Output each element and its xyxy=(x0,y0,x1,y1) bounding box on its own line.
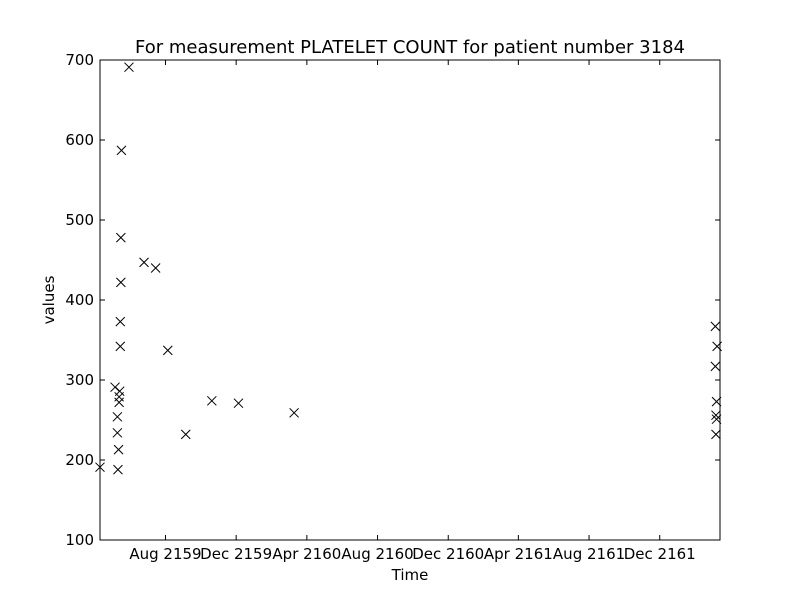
x-tick-label: Dec 2159 xyxy=(200,545,272,563)
data-point-marker xyxy=(113,464,123,475)
data-point-marker xyxy=(115,341,126,352)
data-point-marker xyxy=(289,407,299,418)
y-tick-label: 600 xyxy=(65,131,94,149)
plot-area-frame xyxy=(99,59,721,541)
data-point-marker xyxy=(112,411,123,422)
data-point-marker xyxy=(112,427,123,438)
data-point-marker xyxy=(711,410,721,421)
data-point-marker xyxy=(710,321,721,332)
data-point-marker xyxy=(116,145,127,156)
y-tick-label: 200 xyxy=(65,451,94,469)
data-point-marker xyxy=(116,277,126,288)
y-tick-label: 700 xyxy=(65,51,94,69)
data-point-marker xyxy=(180,429,191,440)
data-point-marker xyxy=(113,444,124,455)
x-tick-label: Aug 2160 xyxy=(341,545,413,563)
y-tick-label: 300 xyxy=(65,371,94,389)
x-tick-label: Apr 2160 xyxy=(272,545,341,563)
x-tick-label: Aug 2161 xyxy=(553,545,625,563)
y-axis-label: values xyxy=(40,275,58,324)
data-point-marker xyxy=(711,429,721,440)
data-point-marker xyxy=(710,361,721,372)
data-points xyxy=(95,62,722,475)
data-point-marker xyxy=(124,62,134,73)
y-tick-label: 500 xyxy=(65,211,94,229)
y-tick-label: 100 xyxy=(65,531,94,549)
data-point-marker xyxy=(114,386,125,397)
data-point-marker xyxy=(139,257,149,268)
x-tick-label: Dec 2161 xyxy=(624,545,696,563)
y-axis: 100 200 300 400 500 600 700 xyxy=(65,51,720,549)
y-tick-label: 400 xyxy=(65,291,94,309)
x-tick-label: Dec 2160 xyxy=(412,545,484,563)
data-point-marker xyxy=(233,398,244,409)
chart-title: For measurement PLATELET COUNT for patie… xyxy=(135,37,685,58)
x-tick-label: Aug 2159 xyxy=(129,545,201,563)
x-tick-label: Apr 2161 xyxy=(484,545,553,563)
x-axis-label: Time xyxy=(391,566,429,584)
data-point-marker xyxy=(116,232,126,243)
data-point-marker xyxy=(115,316,126,327)
data-point-marker xyxy=(206,395,217,406)
data-point-marker xyxy=(150,263,161,273)
data-point-marker xyxy=(162,345,173,356)
